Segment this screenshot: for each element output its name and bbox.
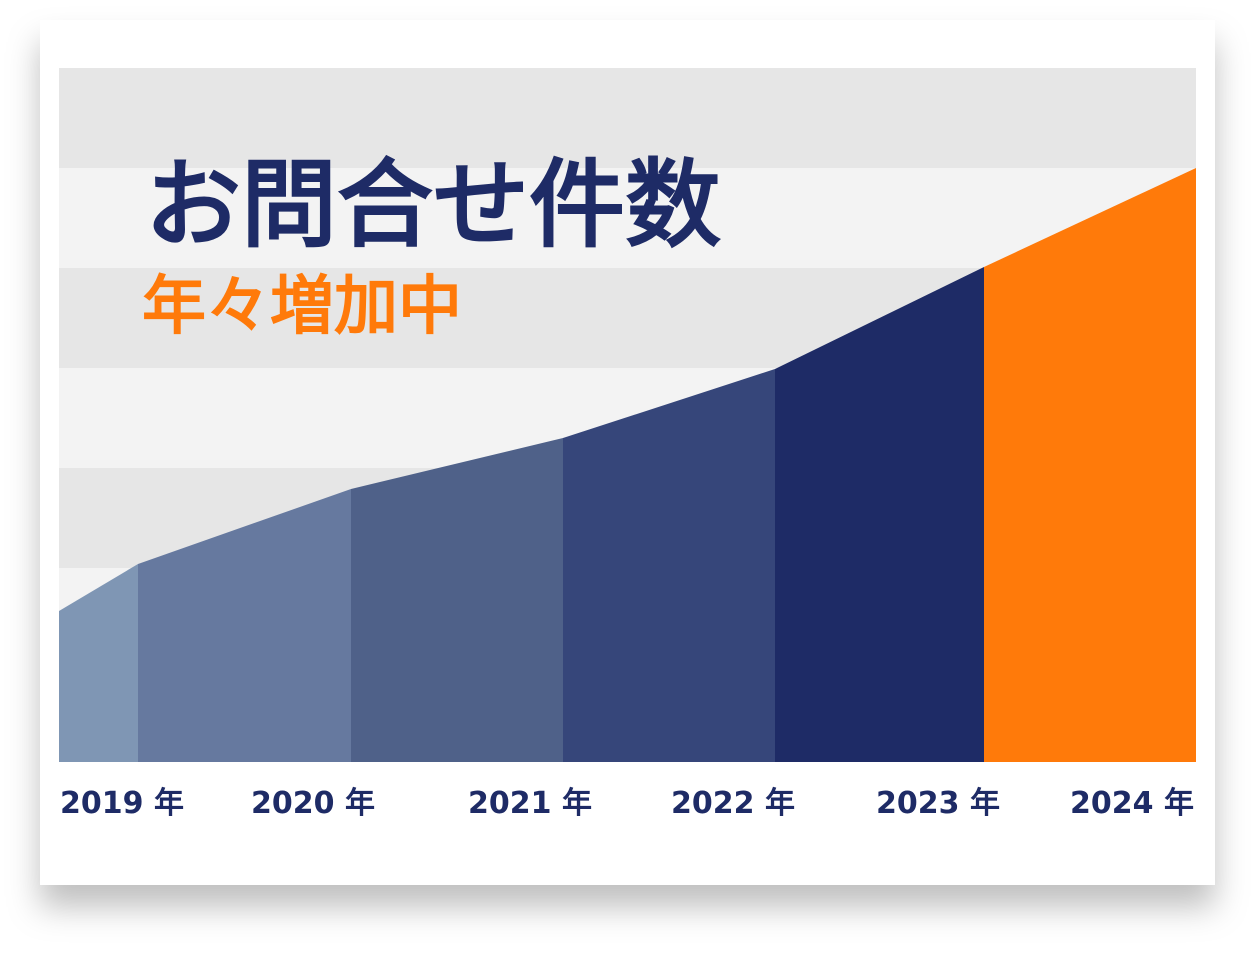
x-tick-label: 2020 年 xyxy=(251,786,375,821)
area-segment xyxy=(775,267,984,762)
x-tick-label: 2022 年 xyxy=(671,786,795,821)
area-segment xyxy=(138,489,351,762)
x-tick-label: 2021 年 xyxy=(468,786,592,821)
chart-title: お問合せ件数 xyxy=(145,149,721,261)
chart-subtitle: 年々増加中 xyxy=(142,270,462,344)
area-segment xyxy=(984,168,1196,762)
area-segment xyxy=(351,438,563,762)
area-segment xyxy=(563,369,775,762)
x-tick-label: 2024 年 xyxy=(1070,786,1194,821)
x-tick-label: 2019 年 xyxy=(60,786,184,821)
area-segment xyxy=(59,564,138,762)
x-tick-label: 2023 年 xyxy=(876,786,1000,821)
